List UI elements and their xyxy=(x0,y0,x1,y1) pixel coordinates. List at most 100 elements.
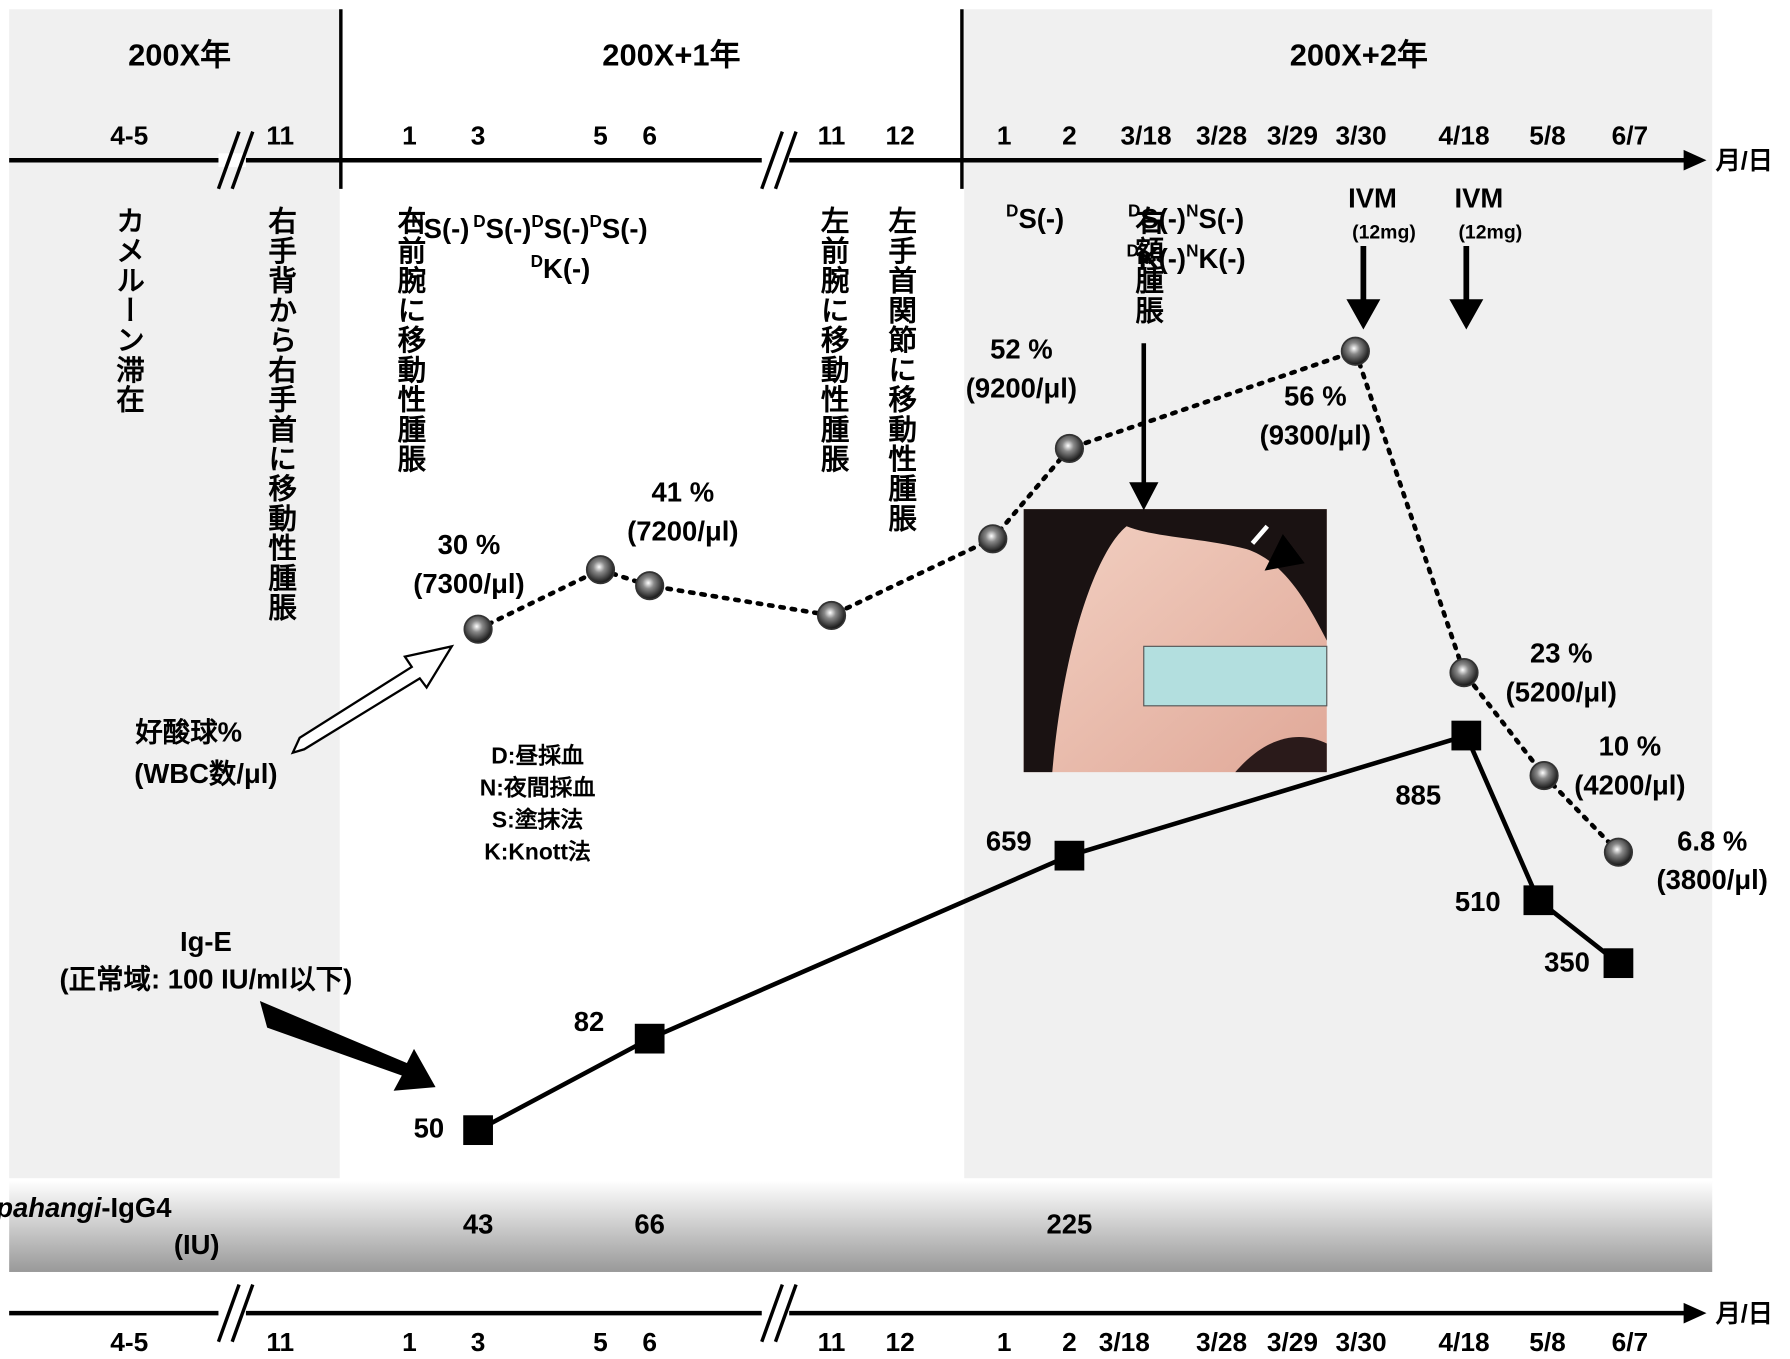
superscript: D xyxy=(473,211,485,231)
axis-break xyxy=(760,1283,784,1343)
igg4-band xyxy=(9,1180,1713,1272)
label: N:夜間採血 xyxy=(480,774,596,800)
test-result: DK(-)NK(-) xyxy=(1126,240,1245,274)
axis-break xyxy=(230,131,255,190)
test-text: S(-) xyxy=(544,213,590,244)
label: (WBC数/μl) xyxy=(134,758,277,789)
label: 2 xyxy=(1062,1327,1077,1357)
ige-point xyxy=(1054,840,1085,871)
suffix: -IgG4 xyxy=(101,1192,172,1223)
label: 6 xyxy=(642,1327,657,1357)
axis-break xyxy=(773,1283,798,1343)
label: 12 xyxy=(886,1327,915,1357)
label: 4-5 xyxy=(110,120,148,150)
ige-point xyxy=(634,1023,665,1054)
superscript: D xyxy=(1006,200,1018,220)
label: 82 xyxy=(574,1006,605,1037)
eosinophil-line xyxy=(475,348,1621,855)
superscript: N xyxy=(1186,240,1198,260)
label: Ig-E xyxy=(180,926,232,957)
eosinophil-point xyxy=(1603,837,1634,867)
species: Brugia pahangi xyxy=(0,1192,103,1223)
label: 350 xyxy=(1544,947,1590,978)
test-text: S(-) xyxy=(486,213,532,244)
label: D:昼採血 xyxy=(491,742,584,768)
test-result: DK(-) xyxy=(531,251,591,285)
test-result: DS(-) xyxy=(1006,200,1064,234)
label: 3/30 xyxy=(1335,1327,1386,1357)
label: 659 xyxy=(986,825,1032,856)
test-result: DS(-)DS(-)DS(-) xyxy=(473,211,647,245)
test-text: S(-) xyxy=(424,213,470,244)
event: カメルーン滞在 xyxy=(112,206,144,414)
label: 5/8 xyxy=(1529,1327,1566,1357)
superscript: D xyxy=(531,211,543,231)
test-text: K(-) xyxy=(543,253,590,284)
axis-break xyxy=(760,131,784,190)
label: 3/28 xyxy=(1196,120,1247,150)
superscript: N xyxy=(1186,200,1198,220)
ige-point xyxy=(463,1115,493,1146)
photo xyxy=(1023,509,1328,773)
label: S:塗抹法 xyxy=(492,806,584,832)
label: 5 xyxy=(593,120,608,150)
label: 66 xyxy=(634,1208,665,1239)
label: 1 xyxy=(402,120,417,150)
label: 23 % xyxy=(1530,638,1593,669)
label: 200X+2年 xyxy=(1290,37,1428,72)
label: 11 xyxy=(266,120,294,150)
label: (4200/μl) xyxy=(1574,769,1685,800)
label: 6/7 xyxy=(1612,1327,1649,1357)
test-result: NS(-) xyxy=(411,211,469,245)
label: 52 % xyxy=(990,333,1053,364)
label: 3/29 xyxy=(1267,1327,1318,1357)
ige-point xyxy=(1451,720,1482,751)
axis-break xyxy=(216,131,241,190)
event: 左手首関節に移動性腫脹 xyxy=(884,206,916,533)
arrows xyxy=(259,246,1484,1091)
label: 5 xyxy=(593,1327,608,1357)
label: K:Knott法 xyxy=(484,838,591,864)
label: 2 xyxy=(1062,120,1077,150)
label: (12mg) xyxy=(1458,222,1522,244)
label: 12 xyxy=(886,120,915,150)
axis-break xyxy=(761,153,790,168)
label: 3/18 xyxy=(1099,1327,1150,1357)
superscript: D xyxy=(1128,200,1140,220)
label: (5200/μl) xyxy=(1506,677,1617,708)
label: 510 xyxy=(1455,886,1501,917)
superscript: D xyxy=(590,211,602,231)
label: 3 xyxy=(471,1327,486,1357)
label: 10 % xyxy=(1599,730,1662,761)
label: 41 % xyxy=(652,476,715,507)
label: 200X+1年 xyxy=(602,37,740,72)
label: 月/日 xyxy=(1715,1300,1773,1328)
eosinophil-point xyxy=(1449,658,1479,688)
label: IVM xyxy=(1348,183,1397,214)
label: (正常域: 100 IU/ml以下) xyxy=(60,964,353,995)
label: 好酸球% xyxy=(134,717,242,748)
label: 56 % xyxy=(1284,380,1347,411)
label: 50 xyxy=(414,1112,445,1143)
event: 左前腕に移動性腫脹 xyxy=(817,206,849,474)
eosinophil-point xyxy=(463,614,493,644)
axis-break xyxy=(773,131,798,190)
event: 右手背から右手首に移動性腫脹 xyxy=(264,206,296,622)
label: IVM xyxy=(1455,183,1504,214)
eosinophil-point xyxy=(1340,336,1370,366)
label: 3/28 xyxy=(1196,1327,1247,1357)
label: 1 xyxy=(997,120,1012,150)
test-text: S(-) xyxy=(1018,203,1064,234)
axis-arrow xyxy=(1683,1302,1707,1324)
axis-break xyxy=(761,1306,790,1321)
label: (7200/μl) xyxy=(627,515,738,546)
label: 11 xyxy=(818,1327,846,1357)
label: 6/7 xyxy=(1612,120,1649,150)
label: 1 xyxy=(997,1327,1012,1357)
label: (7300/μl) xyxy=(413,568,524,599)
event: 右前腕に移動性腫脹 xyxy=(393,206,425,474)
label: 3 xyxy=(471,120,486,150)
label: (9200/μl) xyxy=(966,372,1077,403)
eosinophil-point xyxy=(1054,433,1085,464)
